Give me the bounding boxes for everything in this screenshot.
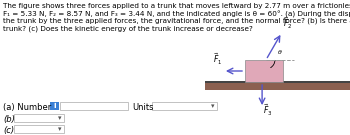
Text: F₁ = 5.33 N, F₂ = 8.57 N, and F₃ = 3.44 N, and the indicated angle is θ = 60°. (: F₁ = 5.33 N, F₂ = 8.57 N, and F₃ = 3.44 … — [3, 11, 350, 18]
Text: Units: Units — [132, 103, 154, 112]
Text: ▾: ▾ — [57, 126, 61, 132]
Text: (a) Number: (a) Number — [3, 103, 51, 112]
Text: i: i — [53, 102, 56, 111]
Bar — [50, 102, 59, 110]
Text: $\vec{F}_2$: $\vec{F}_2$ — [283, 16, 292, 31]
Text: ▾: ▾ — [210, 103, 214, 109]
Text: $\vec{F}_1$: $\vec{F}_1$ — [213, 52, 222, 67]
Bar — [205, 82, 350, 90]
Bar — [60, 102, 128, 110]
Bar — [14, 114, 64, 122]
Bar — [152, 102, 217, 110]
Bar — [245, 60, 283, 82]
Text: (b): (b) — [3, 115, 15, 124]
Text: trunk? (c) Does the kinetic energy of the trunk increase or decrease?: trunk? (c) Does the kinetic energy of th… — [3, 26, 253, 32]
Bar — [205, 80, 350, 82]
Text: the trunk by the three applied forces, the gravitational force, and the normal f: the trunk by the three applied forces, t… — [3, 18, 350, 24]
Text: ▾: ▾ — [57, 115, 61, 121]
Text: (c): (c) — [3, 126, 14, 135]
Text: $\theta$: $\theta$ — [277, 48, 282, 56]
Bar — [14, 125, 64, 133]
Text: The figure shows three forces applied to a trunk that moves leftward by 2.77 m o: The figure shows three forces applied to… — [3, 3, 350, 9]
Text: $\vec{F}_3$: $\vec{F}_3$ — [263, 103, 273, 118]
